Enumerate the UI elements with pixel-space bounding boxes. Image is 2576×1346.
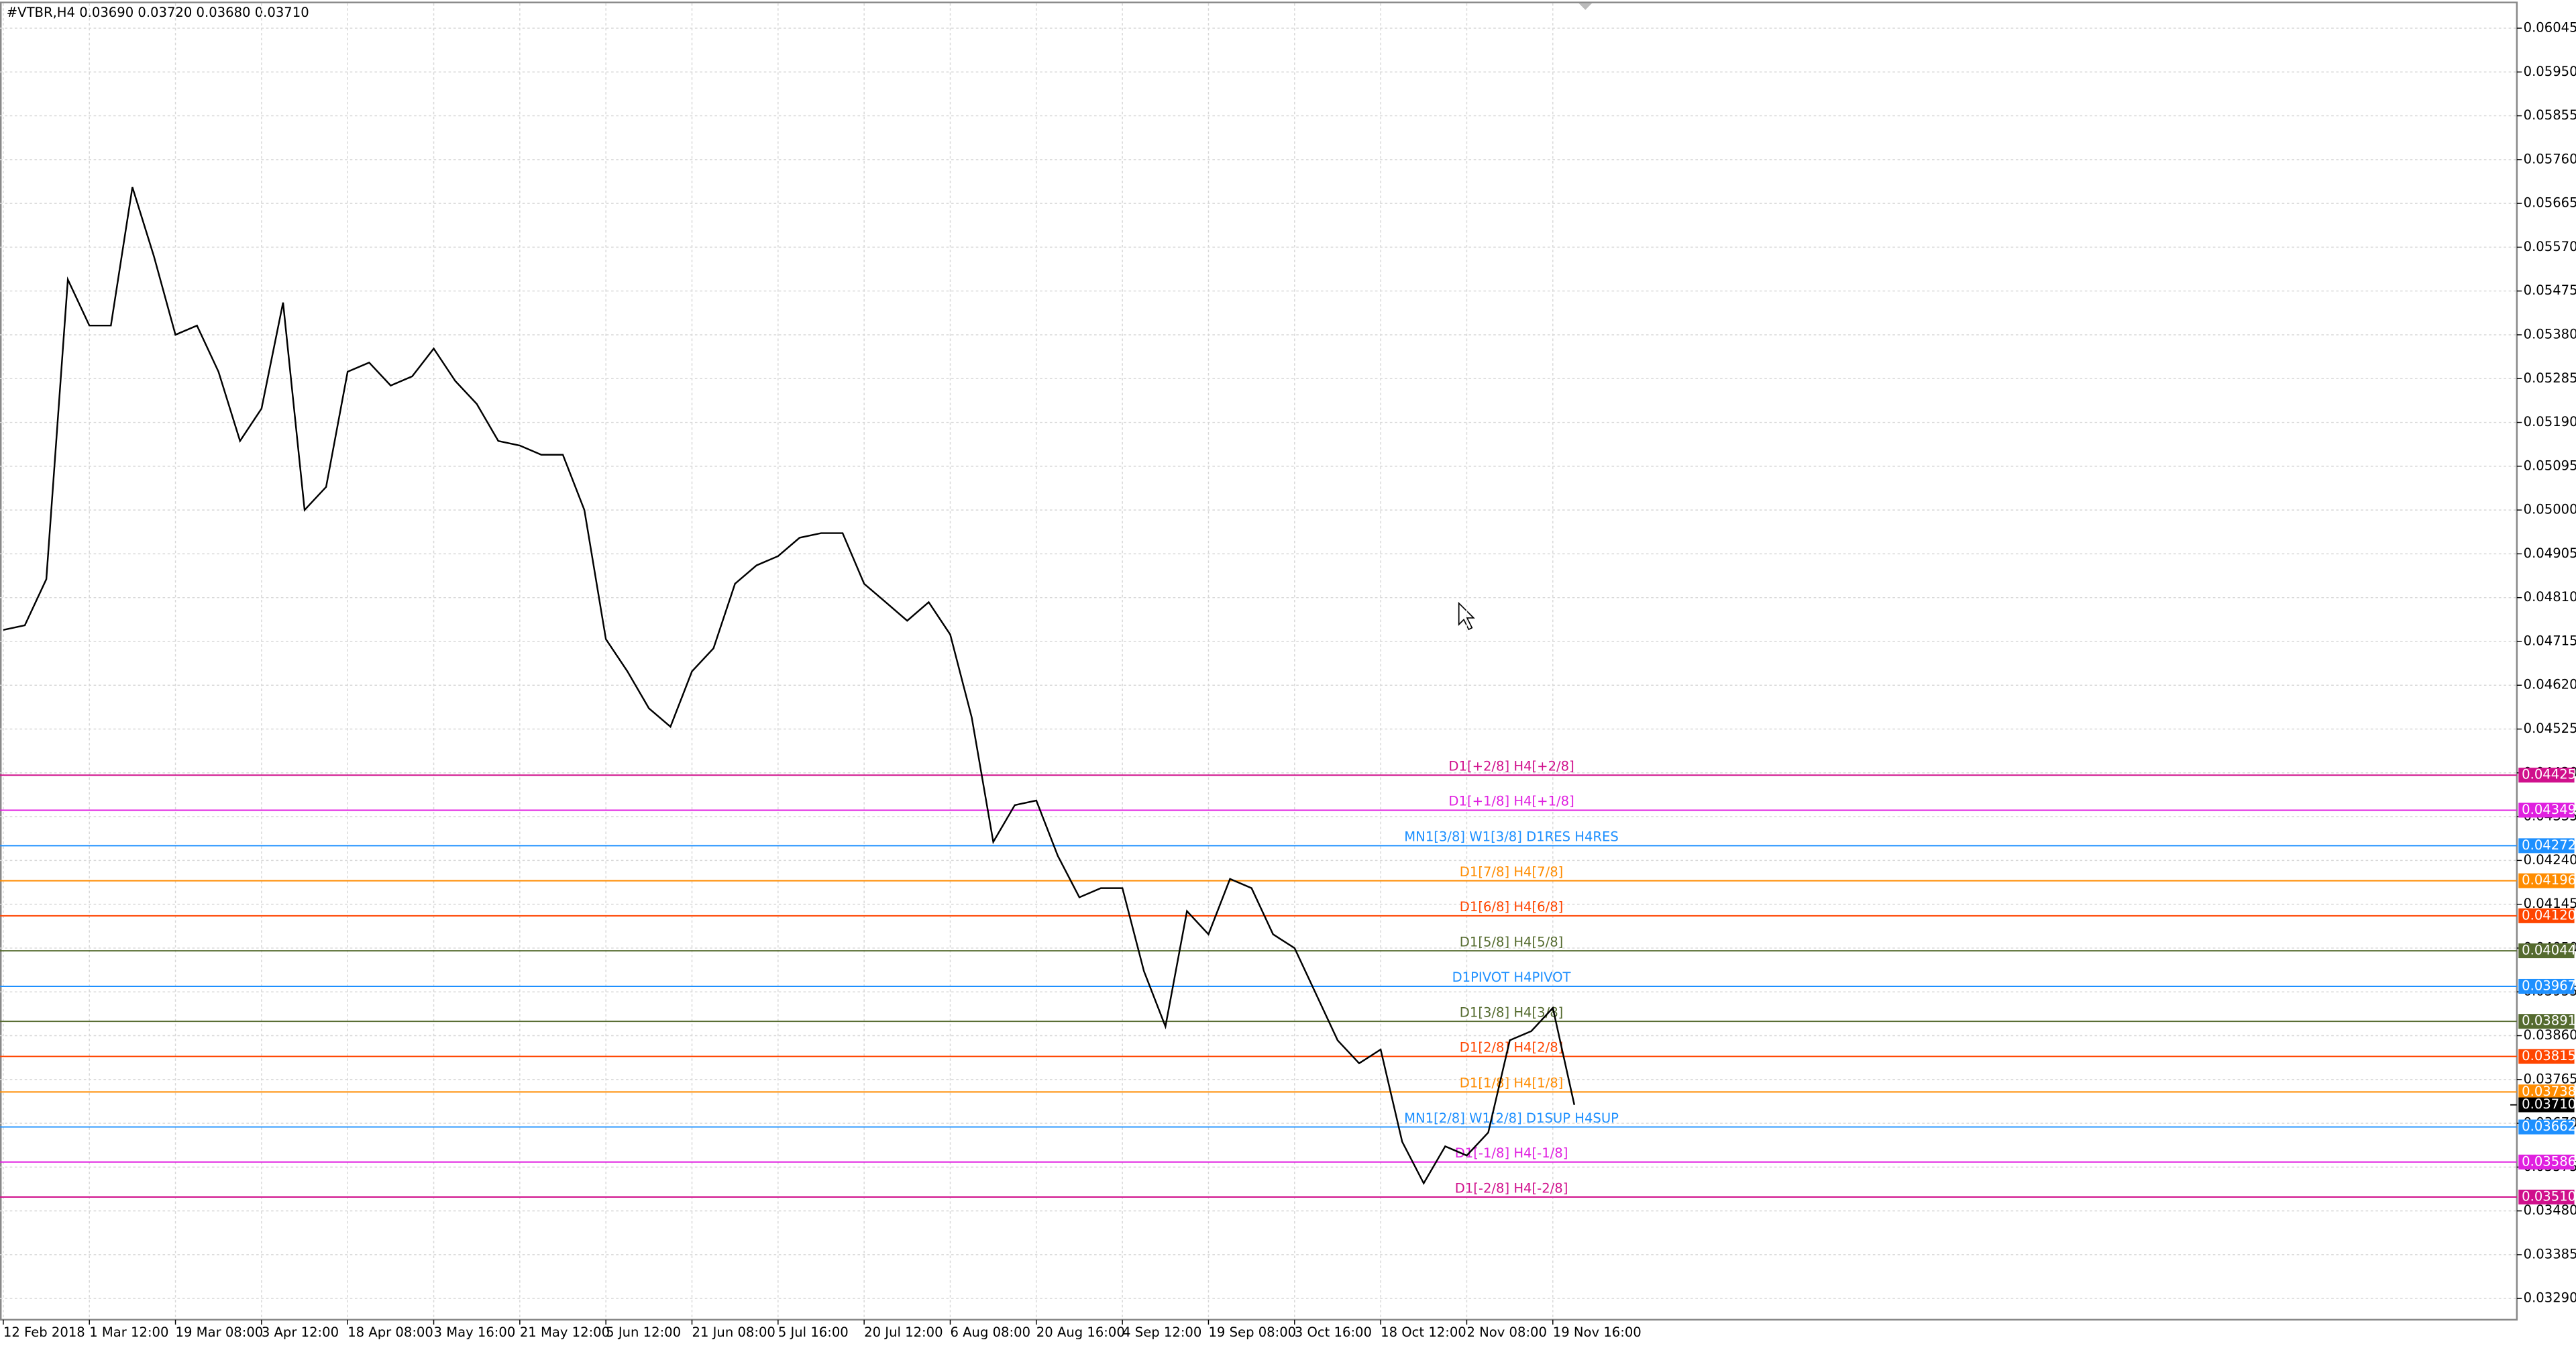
level-label: D1[+2/8] H4[+2/8] [1448, 758, 1574, 774]
shift-marker [1578, 3, 1593, 10]
price-tag-label: 0.03510 [2522, 1189, 2576, 1204]
y-tick-label: 0.05570 [2524, 239, 2576, 254]
y-tick-label: 0.05190 [2524, 414, 2576, 429]
price-tag-label: 0.04120 [2522, 907, 2576, 923]
last-price-label: 0.03710 [2522, 1096, 2576, 1112]
price-tag [2518, 1189, 2575, 1205]
price-tag [2518, 768, 2575, 783]
price-tag-label: 0.04425 [2522, 767, 2576, 782]
price-tag-label: 0.03586 [2522, 1153, 2576, 1169]
y-tick-label: 0.04240 [2524, 852, 2576, 868]
price-tag-label: 0.03815 [2522, 1048, 2576, 1064]
level-label: D1[1/8] H4[1/8] [1460, 1076, 1564, 1091]
y-tick-label: 0.05095 [2524, 458, 2576, 473]
y-tick-label: 0.03480 [2524, 1202, 2576, 1218]
x-tick-label: 6 Aug 08:00 [950, 1325, 1030, 1340]
price-tag-label: 0.03967 [2522, 978, 2576, 993]
x-tick-label: 1 Mar 12:00 [89, 1325, 168, 1340]
price-tag [2518, 1119, 2575, 1135]
price-tag-label: 0.03738 [2522, 1084, 2576, 1099]
x-tick-label: 19 Sep 08:00 [1208, 1325, 1296, 1340]
y-tick-label: 0.05000 [2524, 502, 2576, 517]
y-tick-label: 0.04715 [2524, 633, 2576, 648]
y-tick-label: 0.04145 [2524, 896, 2576, 911]
y-tick-label: 0.05665 [2524, 195, 2576, 211]
price-tag-label: 0.03662 [2522, 1119, 2576, 1134]
price-tag [2518, 1084, 2575, 1100]
x-tick-label: 3 May 16:00 [434, 1325, 516, 1340]
price-tag [2518, 908, 2575, 923]
y-tick-label: 0.05950 [2524, 64, 2576, 79]
price-tag-label: 0.04349 [2522, 802, 2576, 817]
y-tick-label: 0.05855 [2524, 107, 2576, 123]
y-tick-label: 0.05285 [2524, 370, 2576, 386]
price-tag [2518, 838, 2575, 853]
x-tick-label: 2 Nov 08:00 [1466, 1325, 1547, 1340]
y-tick-label: 0.04905 [2524, 546, 2576, 561]
level-label: D1[7/8] H4[7/8] [1460, 864, 1564, 880]
level-label: MN1[3/8] W1[3/8] D1RES H4RES [1404, 829, 1619, 845]
y-tick-label: 0.05475 [2524, 282, 2576, 298]
level-label: D1[3/8] H4[3/8] [1460, 1004, 1564, 1020]
x-tick-label: 20 Jul 12:00 [864, 1325, 943, 1340]
level-label: D1PIVOT H4PIVOT [1452, 970, 1572, 985]
y-tick-label: 0.04810 [2524, 589, 2576, 605]
last-price-tag [2518, 1097, 2575, 1112]
x-tick-label: 19 Nov 16:00 [1553, 1325, 1642, 1340]
y-tick-label: 0.06045 [2524, 20, 2576, 36]
level-label: D1[2/8] H4[2/8] [1460, 1040, 1564, 1055]
price-tag-label: 0.04272 [2522, 837, 2576, 853]
price-tag [2518, 1154, 2575, 1170]
x-tick-label: 20 Aug 16:00 [1036, 1325, 1125, 1340]
x-tick-label: 5 Jul 16:00 [778, 1325, 849, 1340]
price-tag [2518, 803, 2575, 818]
level-label: D1[6/8] H4[6/8] [1460, 899, 1564, 915]
x-tick-label: 12 Feb 2018 [3, 1325, 85, 1340]
price-tag [2518, 943, 2575, 959]
level-label: MN1[2/8] W1[2/8] D1SUP H4SUP [1404, 1110, 1619, 1126]
x-tick-label: 18 Apr 08:00 [347, 1325, 433, 1340]
x-tick-label: 5 Jun 12:00 [606, 1325, 681, 1340]
x-tick-label: 3 Oct 16:00 [1295, 1325, 1372, 1340]
price-tag [2518, 1014, 2575, 1029]
level-label: D1[-1/8] H4[-1/8] [1455, 1145, 1568, 1161]
level-label: D1[-2/8] H4[-2/8] [1455, 1180, 1568, 1196]
price-line [3, 187, 1576, 1186]
chart-title: #VTBR,H4 0.03690 0.03720 0.03680 0.03710 [7, 5, 309, 20]
y-tick-label: 0.05760 [2524, 151, 2576, 166]
price-tag [2518, 978, 2575, 994]
level-label: D1[5/8] H4[5/8] [1460, 934, 1564, 949]
y-tick-label: 0.04620 [2524, 677, 2576, 692]
x-tick-label: 3 Apr 12:00 [262, 1325, 339, 1340]
y-tick-label: 0.03290 [2524, 1290, 2576, 1306]
plot-frame [0, 1, 2518, 1321]
price-tag [2518, 1049, 2575, 1064]
x-tick-label: 21 May 12:00 [520, 1325, 610, 1340]
price-tag-label: 0.04196 [2522, 872, 2576, 888]
y-tick-label: 0.03385 [2524, 1246, 2576, 1261]
y-tick-label: 0.04525 [2524, 721, 2576, 736]
price-tag-label: 0.04044 [2522, 943, 2576, 958]
price-tag [2518, 873, 2575, 888]
x-tick-label: 18 Oct 12:00 [1381, 1325, 1466, 1340]
y-tick-label: 0.03860 [2524, 1027, 2576, 1043]
y-tick-label: 0.03765 [2524, 1071, 2576, 1086]
price-tag-label: 0.03891 [2522, 1013, 2576, 1029]
x-tick-label: 19 Mar 08:00 [176, 1325, 264, 1340]
y-tick-label: 0.05380 [2524, 326, 2576, 342]
x-tick-label: 4 Sep 12:00 [1122, 1325, 1201, 1340]
level-label: D1[+1/8] H4[+1/8] [1448, 794, 1574, 809]
x-tick-label: 21 Jun 08:00 [692, 1325, 775, 1340]
